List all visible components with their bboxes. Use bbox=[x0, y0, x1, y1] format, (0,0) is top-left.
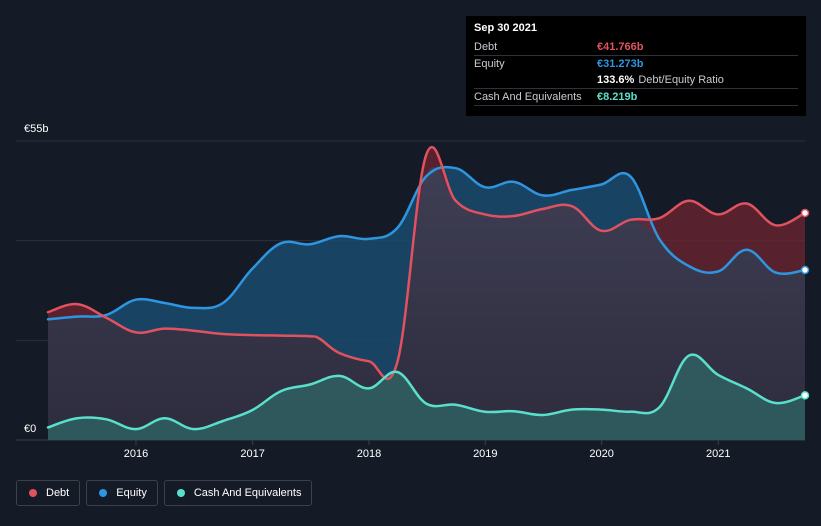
end-points bbox=[800, 208, 810, 400]
legend-item-debt[interactable]: Debt bbox=[16, 480, 81, 506]
series-lines bbox=[46, 145, 807, 431]
tooltip-row-cash: Cash And Equivalents €8.219b bbox=[474, 88, 798, 106]
tooltip-value: €8.219b bbox=[597, 91, 638, 103]
area-overlap bbox=[48, 166, 805, 441]
areas bbox=[48, 147, 805, 441]
x-tick-label: 2020 bbox=[589, 448, 613, 460]
area-cash-and-equivalents bbox=[48, 354, 805, 440]
tooltip-row-equity: Equity €31.273b bbox=[474, 55, 798, 72]
x-tick-label: 2019 bbox=[473, 448, 497, 460]
x-tick-label: 2018 bbox=[357, 448, 381, 460]
legend-dot-icon bbox=[29, 489, 37, 497]
endpoint-debt bbox=[800, 208, 810, 218]
x-tick-label: 2016 bbox=[124, 448, 148, 460]
tooltip-label: Cash And Equivalents bbox=[474, 91, 582, 103]
legend-item-cash[interactable]: Cash And Equivalents bbox=[163, 480, 313, 506]
tooltip-row-debt: Debt €41.766b bbox=[474, 39, 798, 55]
y-tick-label-zero: €0 bbox=[24, 423, 36, 435]
tooltip-extra: Debt/Equity Ratio bbox=[638, 74, 724, 86]
tooltip-row-ratio: 133.6% Debt/Equity Ratio bbox=[474, 72, 798, 88]
axis-ticks: 2016 2017 2018 2019 2020 2021 €55b €0 bbox=[24, 123, 731, 460]
tooltip-value: 133.6% bbox=[597, 74, 635, 86]
legend-dot-icon bbox=[176, 489, 185, 497]
tooltip-value: €41.766b bbox=[597, 41, 644, 53]
legend-dot-icon bbox=[99, 489, 108, 497]
line-equity bbox=[46, 165, 807, 321]
endpoint-cash-and-equivalents bbox=[800, 391, 810, 400]
line-debt bbox=[46, 145, 807, 380]
legend-item-equity[interactable]: Equity bbox=[86, 480, 158, 506]
legend: Debt Equity Cash And Equivalents bbox=[16, 480, 313, 506]
tooltip-value: €31.273b bbox=[597, 58, 644, 70]
y-tick-label-top: €55b bbox=[24, 123, 48, 135]
legend-label: Equity bbox=[116, 487, 147, 499]
line-cash-and-equivalents bbox=[46, 353, 807, 431]
endpoint-equity bbox=[800, 265, 810, 275]
x-tick-label: 2017 bbox=[240, 448, 264, 460]
tooltip-date: Sep 30 2021 bbox=[474, 22, 537, 34]
tooltip-label: Equity bbox=[474, 58, 505, 70]
tooltip-label: Debt bbox=[474, 41, 498, 53]
x-tick-label: 2021 bbox=[706, 448, 730, 460]
legend-label: Cash And Equivalents bbox=[193, 487, 302, 499]
legend-label: Debt bbox=[46, 487, 70, 499]
tooltip: Sep 30 2021 Debt €41.766b Equity €31.273… bbox=[466, 16, 806, 116]
